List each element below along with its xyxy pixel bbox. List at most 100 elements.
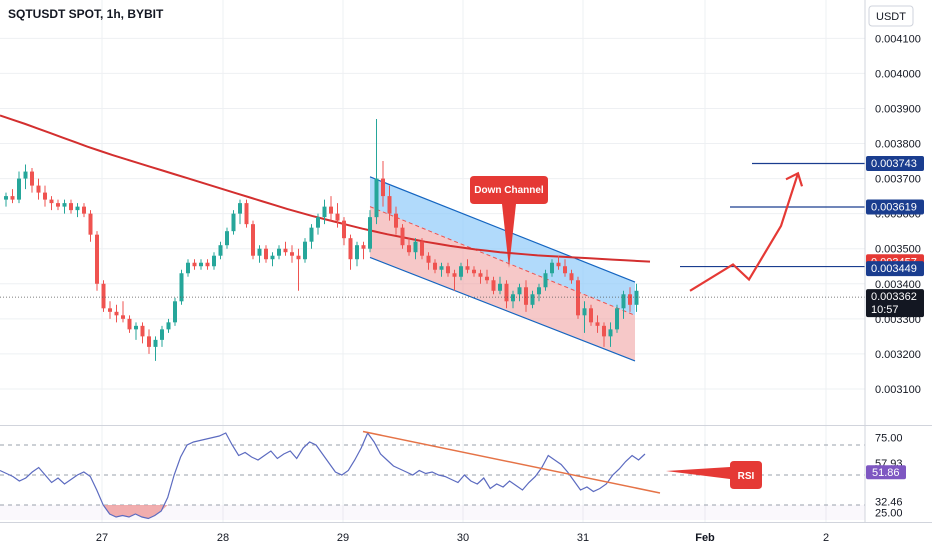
projection-arrow[interactable] [689,171,804,292]
candle-body [153,339,158,347]
candle-body [17,178,21,200]
candle-body [95,234,99,284]
candle-body [121,315,125,319]
candle-body [576,280,580,316]
rsi-tick-label: 75.00 [875,433,903,445]
candle-body [413,241,418,253]
candle-body [173,301,177,323]
price-tick-label: 0.003700 [875,174,921,186]
candle-body [134,325,138,330]
candle-body [582,308,587,316]
candle [634,283,639,312]
candle [4,192,8,207]
candle-body [426,255,431,263]
candle-body [192,262,197,267]
currency-button[interactable]: USDT [868,5,914,27]
candle-body [309,227,314,242]
candle [186,259,190,277]
candle [75,203,80,218]
rsi-trendline[interactable] [362,430,661,494]
candle-body [147,336,151,347]
candle-body [556,262,561,267]
candle-body [329,206,333,214]
down-channel-marker[interactable] [470,176,548,268]
candle-body [166,322,171,330]
candle-body [290,252,294,256]
candle [517,283,522,302]
down-channel-pattern[interactable]: Down Channel [369,176,636,362]
candle [296,248,301,291]
candle [524,280,528,312]
horizontal-levels[interactable] [0,162,865,298]
candle-body [186,262,190,274]
candle-body [335,213,340,221]
candle [36,178,41,200]
candle [595,315,600,333]
candle [465,259,470,274]
candle [251,220,255,260]
price-tick-label: 0.003400 [875,279,921,291]
candle-body [238,203,242,214]
candle [569,269,574,284]
price-label-text: 0.003619 [871,201,917,213]
rsi-oversold-fill [103,505,168,519]
candle-body [485,276,489,281]
candle [602,322,606,347]
candle-body [56,203,60,207]
candle [621,290,626,319]
channel-mid-line [369,206,636,316]
candle-body [628,294,632,305]
candle-body [82,206,86,214]
candle-body [634,290,639,305]
candle-body [62,203,67,207]
candle [309,224,314,249]
candle [433,259,437,274]
price-label-text: 0.003743 [871,158,917,170]
candle-body [394,213,398,228]
candle-body [452,273,457,277]
candle-body [4,196,8,200]
candle-body [439,266,444,270]
candle-body [277,248,281,256]
rsi-marker-label: RSI [738,471,755,482]
candle-body [381,178,385,197]
price-candles [4,118,639,361]
candle [179,269,184,305]
candle [426,252,431,270]
candle [147,329,151,354]
candle-body [511,294,515,302]
candle-body [179,273,184,302]
candle [413,238,418,260]
candle-body [472,269,476,274]
candle [238,199,242,225]
channel-lower-fill [370,206,635,361]
candle [264,245,268,263]
candle-body [199,262,203,267]
candle-body [550,262,554,274]
time-tick-label: 29 [337,532,349,544]
rsi-marker[interactable] [666,461,762,489]
candle [127,315,132,333]
candle-body [368,217,372,249]
candle-body [283,248,288,253]
candle [62,199,67,214]
candle [472,266,476,277]
projection-path[interactable] [689,172,800,292]
price-label-text: 0.003362 [871,291,917,303]
channel-lower-line[interactable] [369,256,636,362]
candle-body [244,203,249,225]
candle-body [348,238,353,260]
candle-body [316,217,320,228]
candle [153,336,158,361]
candle-body [608,329,613,337]
candle [582,301,587,333]
candle [608,322,613,347]
candle-body [595,322,600,326]
candle [303,238,307,263]
candle-body [355,245,359,260]
candle-body [36,185,41,193]
candle [199,259,203,270]
candle-body [43,192,47,200]
channel-upper-line[interactable] [369,176,636,283]
